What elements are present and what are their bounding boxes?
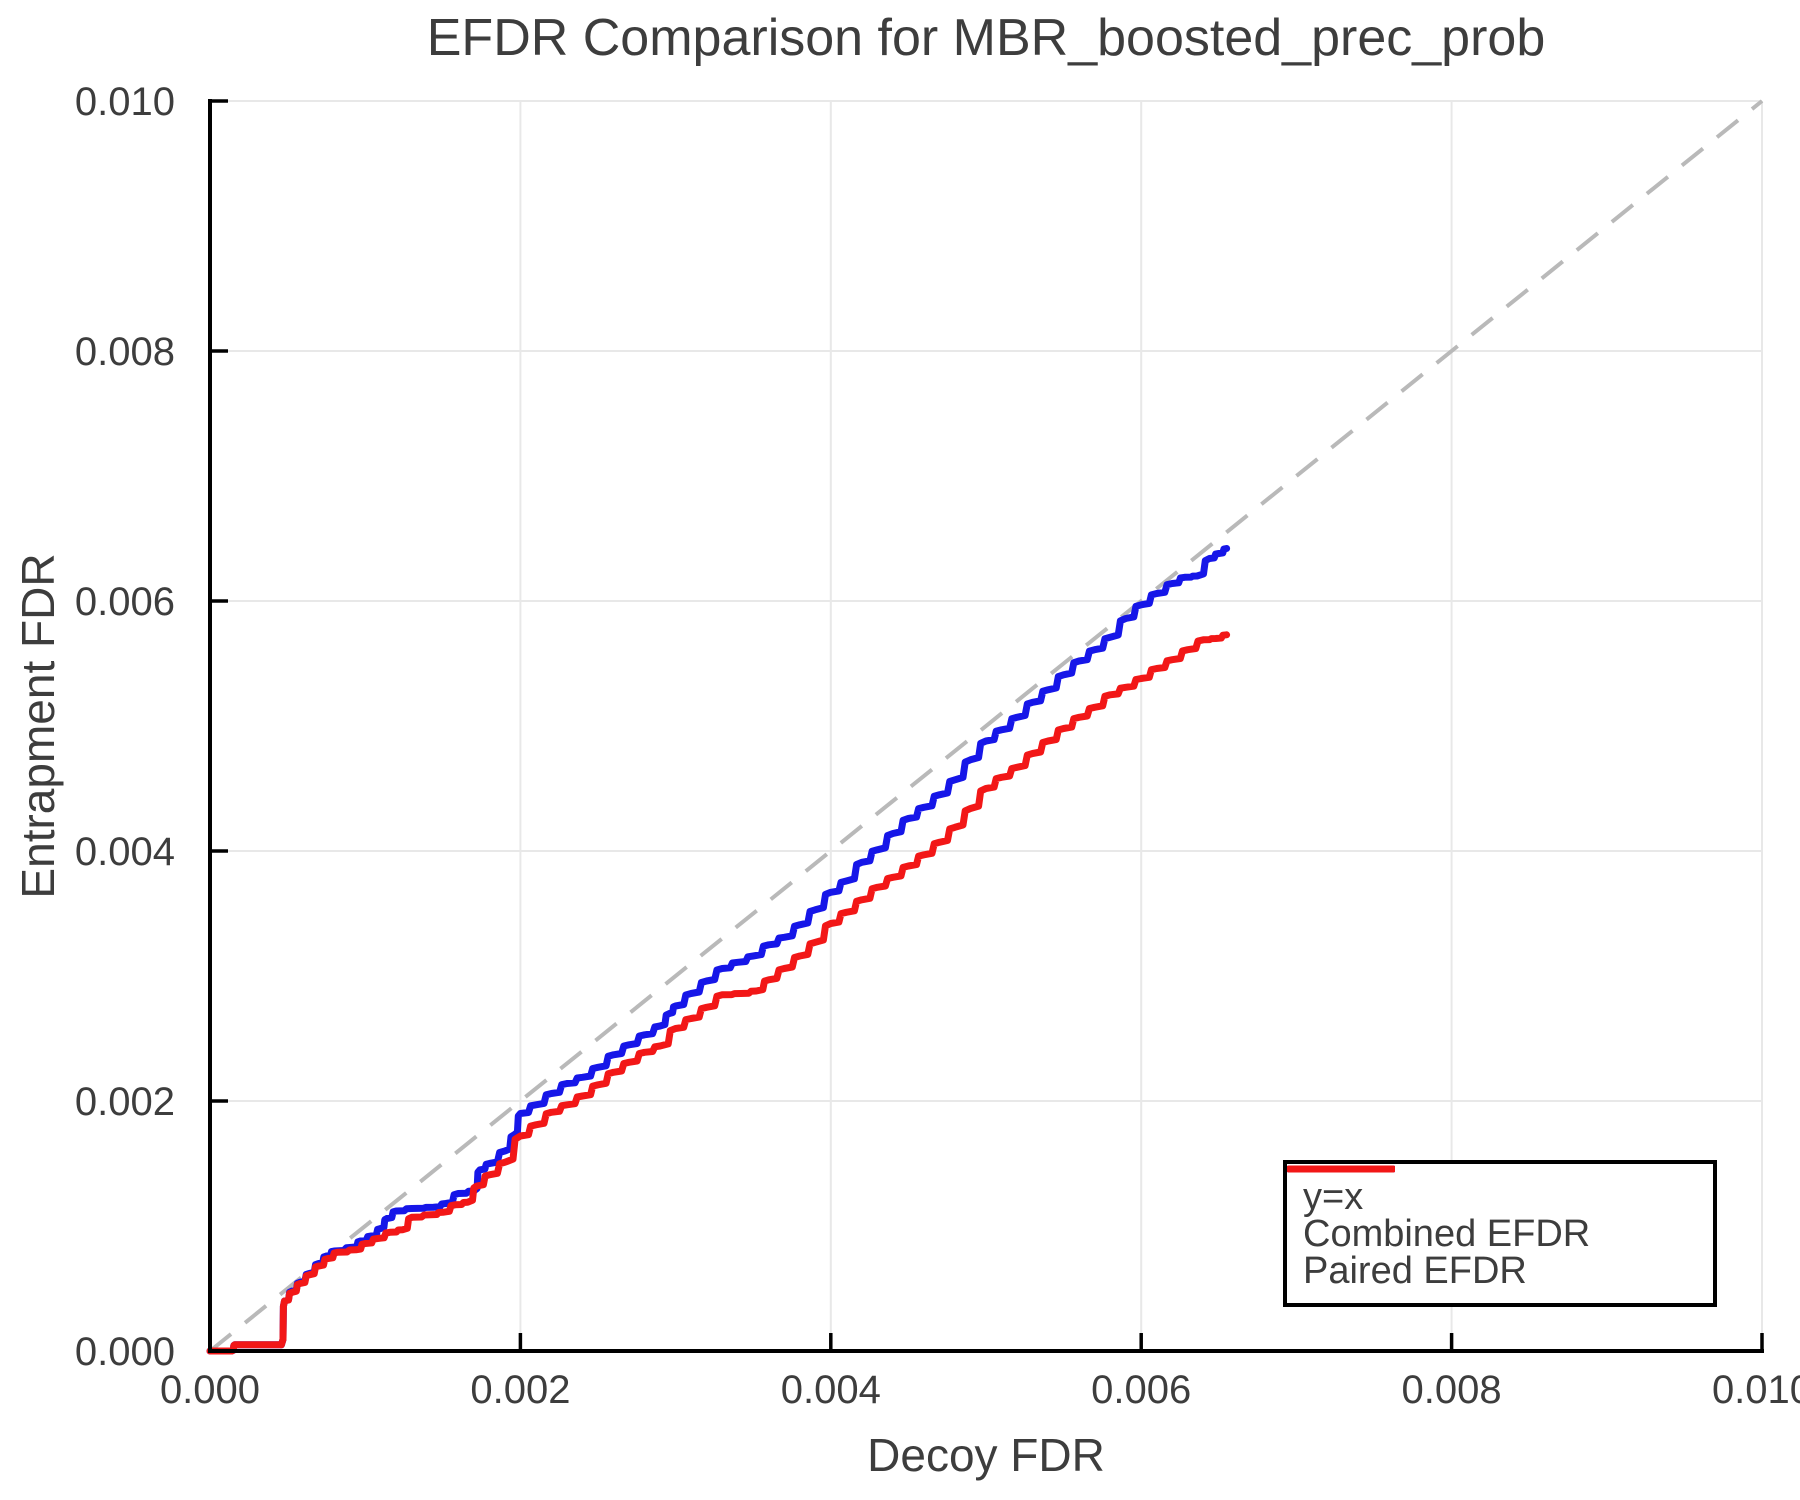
chart-title: EFDR Comparison for MBR_boosted_prec_pro…	[426, 9, 1546, 67]
svg-text:0.008: 0.008	[1402, 1368, 1502, 1412]
gridlines	[210, 100, 1763, 1351]
y-axis-label: Entrapment FDR	[12, 553, 64, 899]
tick-labels: 0.000 0.002 0.004 0.006 0.008 0.010 0.000 0.002…	[75, 80, 1800, 1412]
svg-text:0.006: 0.006	[75, 580, 175, 624]
x-axis-label: Decoy FDR	[867, 1429, 1105, 1481]
svg-text:0.000: 0.000	[75, 1330, 175, 1374]
axes	[208, 99, 1764, 1353]
legend-label: Paired EFDR	[1303, 1249, 1527, 1292]
svg-text:0.002: 0.002	[470, 1368, 570, 1412]
svg-text:0.010: 0.010	[75, 80, 175, 124]
reference-line-y-equals-x	[208, 99, 1764, 1353]
svg-text:0.000: 0.000	[160, 1368, 260, 1412]
svg-text:0.004: 0.004	[75, 830, 175, 874]
svg-text:0.004: 0.004	[781, 1368, 881, 1412]
legend-red-line-sample	[1287, 1165, 1395, 1173]
svg-text:0.010: 0.010	[1712, 1368, 1800, 1412]
legend-item-y-equals-x: y=x	[1289, 1167, 1713, 1218]
svg-text:0.008: 0.008	[75, 330, 175, 374]
legend-label: y=x	[1303, 1175, 1364, 1218]
legend-item-paired-efdr: Paired EFDR	[1287, 1165, 1713, 1292]
legend-label: Combined EFDR	[1303, 1212, 1591, 1255]
svg-text:0.006: 0.006	[1091, 1368, 1191, 1412]
legend-item-combined-efdr: Combined EFDR	[1287, 1165, 1713, 1255]
data-series	[206, 545, 1231, 1355]
svg-text:0.002: 0.002	[75, 1080, 175, 1124]
legend: y=x Combined EFDR Paired EFDR	[1283, 1160, 1717, 1307]
